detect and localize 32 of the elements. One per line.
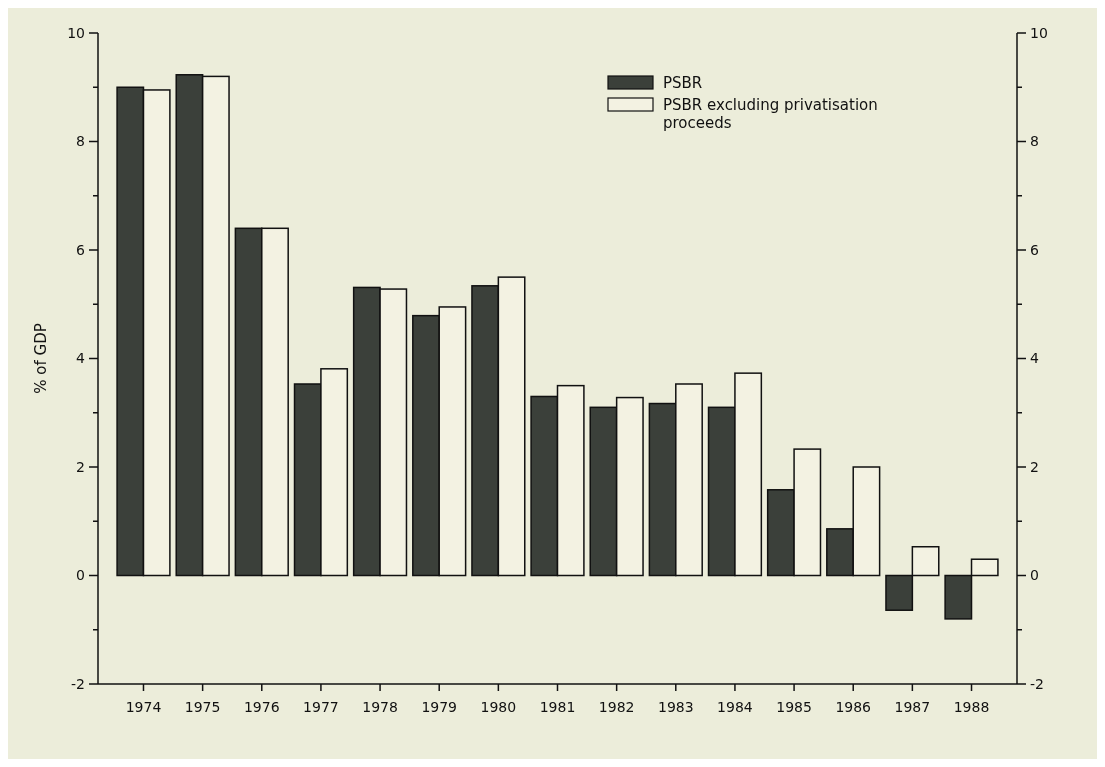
y-tick-label: 0 bbox=[76, 567, 85, 584]
y-tick-label: 2 bbox=[76, 458, 85, 475]
x-tick-label: 1974 bbox=[125, 699, 162, 715]
y2-tick-label: 4 bbox=[1030, 350, 1039, 367]
y-tick-label: 4 bbox=[76, 350, 86, 367]
y-tick-label: 6 bbox=[76, 241, 86, 258]
y-axis-title: % of GDP bbox=[32, 323, 50, 394]
x-tick-label: 1981 bbox=[539, 699, 576, 715]
y-tick-label: 8 bbox=[76, 133, 85, 150]
y2-tick-label: 2 bbox=[1030, 458, 1039, 475]
x-tick-label: 1978 bbox=[362, 699, 398, 715]
x-tick-label: 1980 bbox=[480, 699, 517, 715]
x-tick-label: 1987 bbox=[894, 699, 931, 715]
x-tick-label: 1982 bbox=[598, 699, 635, 715]
x-tick-label: 1985 bbox=[776, 699, 812, 715]
legend-label: PSBR bbox=[663, 74, 703, 93]
x-tick-label: 1975 bbox=[184, 699, 221, 715]
x-tick-label: 1977 bbox=[303, 699, 339, 715]
x-tick-label: 1983 bbox=[657, 699, 694, 715]
y-tick-label: 10 bbox=[67, 24, 85, 41]
x-tick-label: 1984 bbox=[717, 699, 753, 715]
y-tick-label: -2 bbox=[71, 675, 85, 692]
x-tick-label: 1976 bbox=[243, 699, 280, 715]
x-tick-label: 1986 bbox=[835, 699, 872, 715]
y2-tick-label: -2 bbox=[1030, 675, 1044, 692]
legend-label: PSBR excluding privatisation proceeds bbox=[663, 96, 878, 133]
y2-tick-label: 0 bbox=[1030, 567, 1039, 584]
y2-tick-label: 8 bbox=[1030, 133, 1039, 150]
x-tick-label: 1988 bbox=[953, 699, 990, 715]
y2-tick-label: 6 bbox=[1030, 241, 1039, 258]
y2-tick-label: 10 bbox=[1030, 24, 1048, 41]
x-tick-label: 1979 bbox=[421, 699, 458, 715]
